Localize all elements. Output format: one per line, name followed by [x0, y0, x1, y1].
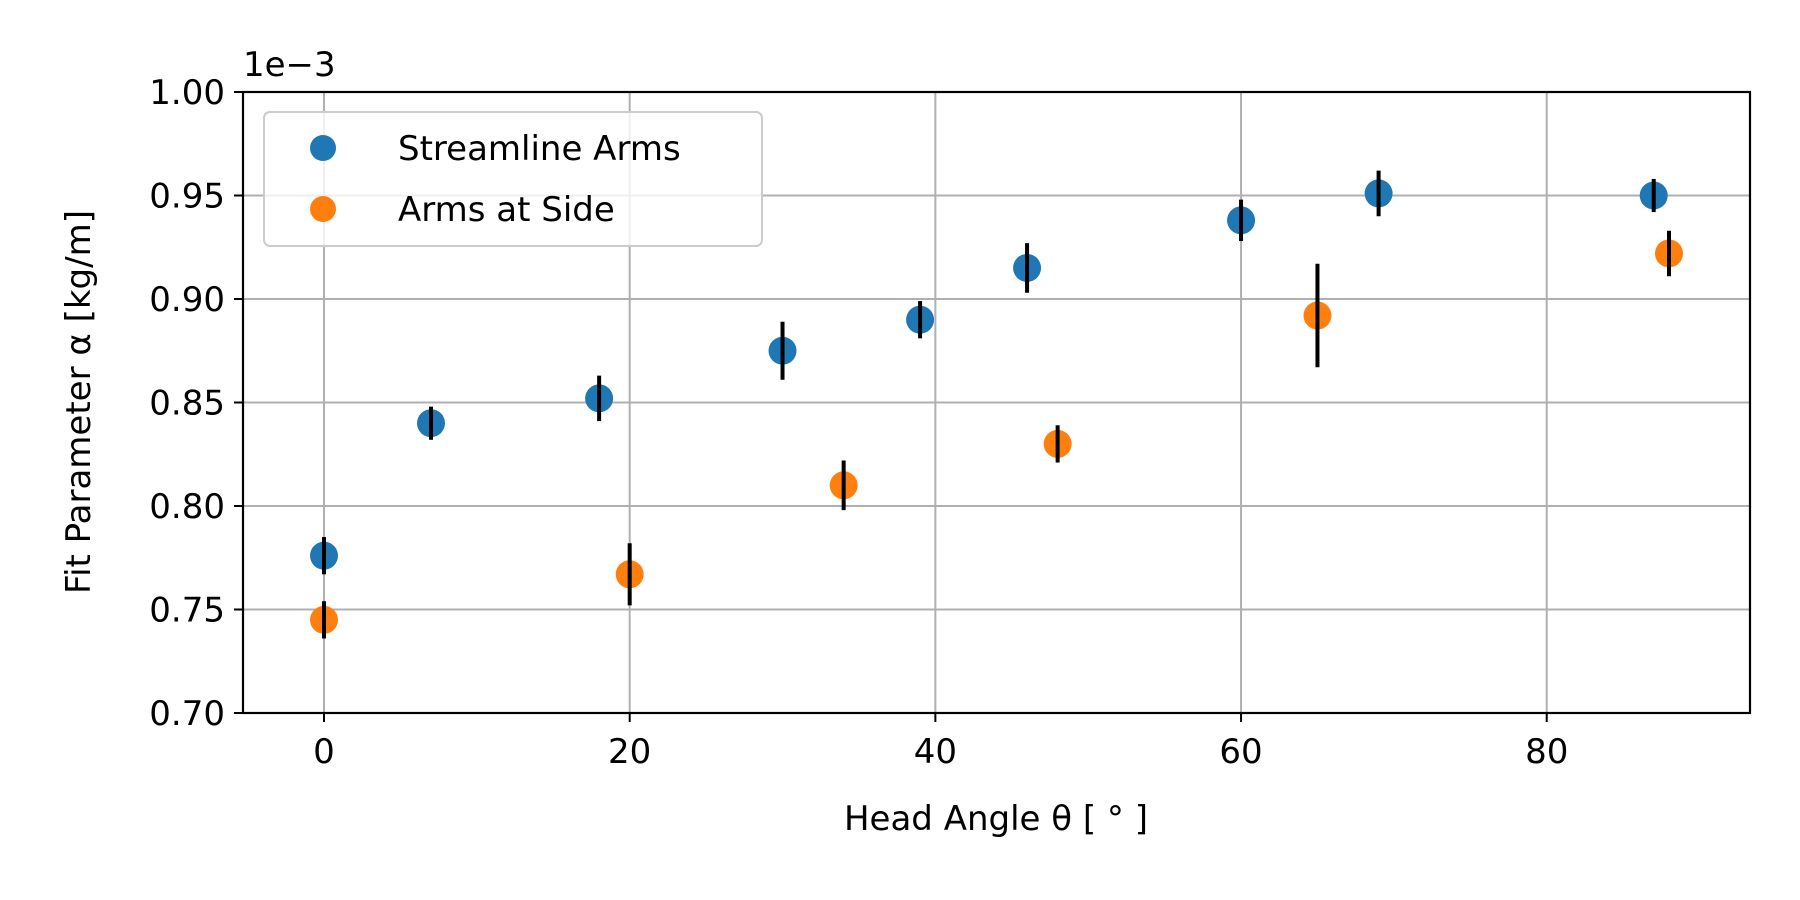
legend-label-arms-at-side: Arms at Side	[398, 190, 615, 230]
legend: Streamline Arms Arms at Side	[263, 111, 763, 247]
y-tick-label: 0.85	[149, 384, 225, 424]
y-tick-label: 0.90	[149, 280, 225, 320]
y-multiplier-label: 1e−3	[243, 45, 336, 85]
x-tick-label: 40	[914, 732, 957, 772]
grid	[243, 92, 1750, 713]
y-tick-label: 1.00	[149, 73, 225, 113]
x-axis-label: Head Angle θ [ ° ]	[844, 799, 1148, 839]
y-tick-label: 0.80	[149, 487, 225, 527]
y-tick-label: 0.70	[149, 694, 225, 734]
x-tick-label: 0	[313, 732, 335, 772]
legend-marker-arms-at-side	[310, 196, 336, 222]
legend-label-streamline-arms: Streamline Arms	[398, 129, 681, 169]
legend-marker-streamline-arms	[310, 135, 336, 161]
x-tick-label: 60	[1219, 732, 1262, 772]
data-points	[310, 179, 1683, 634]
legend-box	[263, 111, 763, 247]
y-axis-label: Fit Parameter α [kg/m]	[59, 210, 99, 594]
x-tick-label: 20	[608, 732, 651, 772]
x-tick-label: 80	[1525, 732, 1568, 772]
axis-ticks: 0 20 40 60 80 0.70 0.75 0.80 0.85 0.90 0.95 1.00	[149, 73, 1568, 772]
y-tick-label: 0.75	[149, 591, 225, 631]
y-tick-label: 0.95	[149, 177, 225, 217]
error-bars	[322, 170, 1671, 639]
